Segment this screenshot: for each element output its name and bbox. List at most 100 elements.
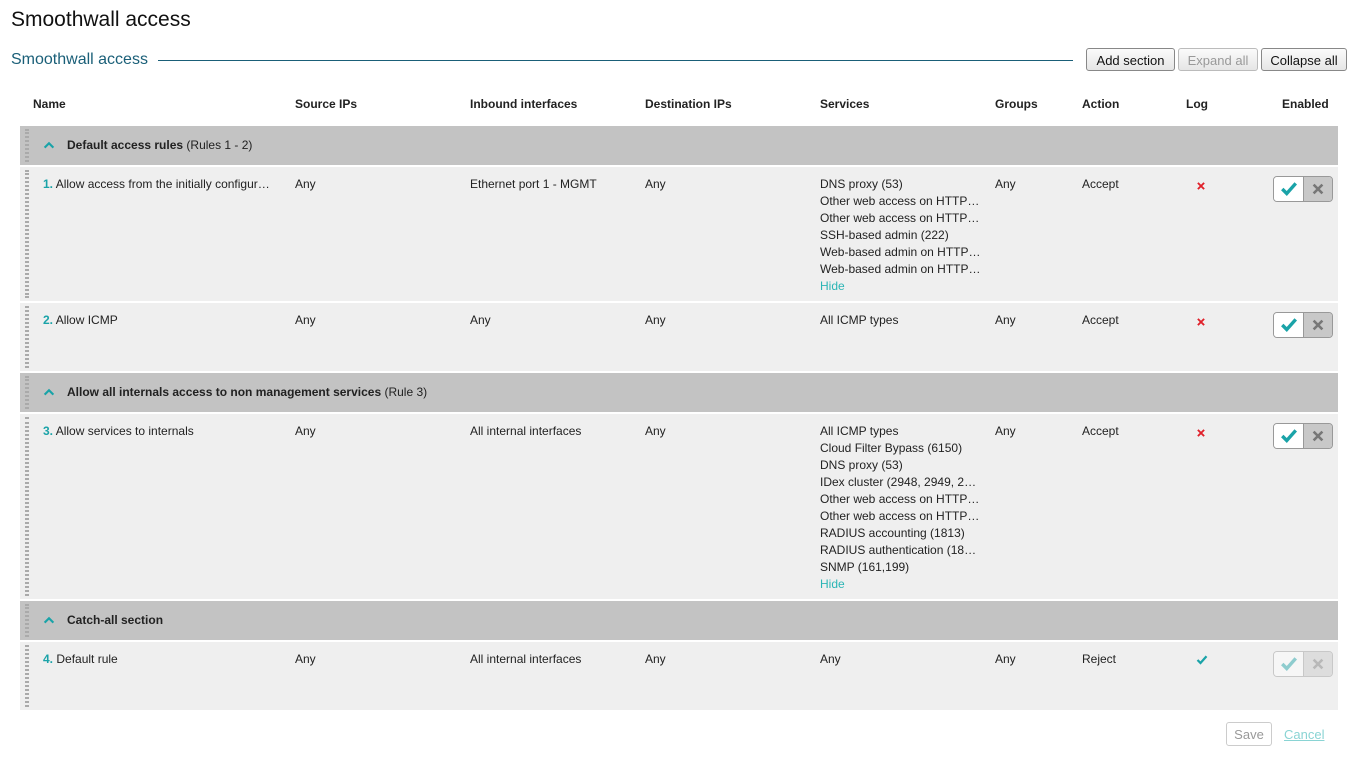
drag-handle <box>25 170 29 298</box>
service: DNS proxy (53) <box>820 177 903 191</box>
toggle-on <box>1274 424 1304 448</box>
chevron-up[interactable] <box>42 613 56 627</box>
source-ips: Any <box>295 313 316 327</box>
service: Web-based admin on HTTP… <box>820 245 981 259</box>
source-ips: Any <box>295 652 316 666</box>
x-icon <box>1312 658 1324 670</box>
collapse-toggle[interactable] <box>42 613 56 632</box>
rule-title[interactable]: Default rule <box>56 652 118 666</box>
expand-all-button[interactable]: Expand all <box>1178 48 1258 71</box>
rule-title[interactable]: Allow services to internals <box>55 424 194 438</box>
log-indicator <box>1196 179 1206 196</box>
destination-ips: Any <box>645 177 666 191</box>
hide-link[interactable]: Hide <box>820 577 845 591</box>
services: DNS proxy (53) Other web access on HTTP… O… <box>820 176 1338 295</box>
x-icon <box>1312 430 1324 442</box>
groups: Any <box>995 652 1016 666</box>
inbound-interfaces: All internal interfaces <box>470 652 582 666</box>
toggle-on <box>1274 177 1304 201</box>
check-icon <box>1280 657 1297 671</box>
collapse-all-button[interactable]: Collapse all <box>1261 48 1347 71</box>
add-section-button[interactable]: Add section <box>1086 48 1175 71</box>
rule-title[interactable]: Allow access from the initially configur… <box>55 177 270 191</box>
save-button[interactable]: Save <box>1226 722 1272 746</box>
page-title: Smoothwall access <box>11 8 191 31</box>
drag-handle <box>25 306 29 368</box>
section-row: Allow all internals access to non manage… <box>20 373 1338 412</box>
rule-name: 4. Default rule <box>43 651 118 668</box>
log-off <box>1197 429 1205 437</box>
destination-ips: Any <box>645 424 666 438</box>
section-range: (Rule 3) <box>384 385 428 399</box>
section-row: Catch-all section <box>20 601 1338 640</box>
service: DNS proxy (53) <box>820 458 903 472</box>
service: Other web access on HTTP… <box>820 211 980 225</box>
rule-row: 4. Default rule Any All internal interface… <box>20 642 1338 710</box>
service: Web-based admin on HTTP… <box>820 262 981 276</box>
collapse-toggle[interactable] <box>42 138 56 157</box>
drag-handle <box>25 645 29 707</box>
service: Other web access on HTTP… <box>820 492 980 506</box>
enabled-toggle[interactable] <box>1273 176 1333 202</box>
check-icon <box>1280 429 1297 443</box>
drag-handle <box>25 604 29 637</box>
inbound-interfaces: All internal interfaces <box>470 424 582 438</box>
action: Reject <box>1082 652 1117 666</box>
rule-number: 1. <box>43 177 54 191</box>
section-row: Default access rules (Rules 1 - 2) <box>20 126 1338 165</box>
log-indicator <box>1196 426 1206 443</box>
rule-row: 2. Allow ICMP Any Any Any Any Accept All ICMP … <box>20 303 1338 371</box>
section-heading: Allow all internals access to non manage… <box>67 384 427 401</box>
chevron-up[interactable] <box>42 138 56 152</box>
chevron-up[interactable] <box>42 385 56 399</box>
hide-link[interactable]: Hide <box>820 279 845 293</box>
section-title: Smoothwall access <box>11 51 148 68</box>
enabled-toggle[interactable] <box>1273 423 1333 449</box>
rule-title[interactable]: Allow ICMP <box>55 313 118 327</box>
collapse-toggle[interactable] <box>42 385 56 404</box>
rule-row: 1. Allow access from the initially confi… <box>20 167 1338 301</box>
rule-name: 3. Allow services to internals <box>43 423 194 440</box>
toggle-off <box>1304 313 1332 337</box>
log-indicator <box>1196 654 1208 671</box>
service: All ICMP types <box>820 424 899 438</box>
inbound-interfaces: Any <box>470 313 491 327</box>
groups: Any <box>995 313 1016 327</box>
service: SNMP (161,199) <box>820 560 910 574</box>
inbound-interfaces: Ethernet port 1 - MGMT <box>470 177 597 191</box>
section-name: Catch-all section <box>67 613 164 627</box>
groups: Any <box>995 177 1016 191</box>
column-header: Groups <box>995 97 1038 111</box>
toggle-off <box>1304 177 1332 201</box>
action: Accept <box>1082 177 1119 191</box>
cancel-link[interactable]: Cancel <box>1284 727 1325 742</box>
rule-number: 2. <box>43 313 54 327</box>
action: Accept <box>1082 313 1119 327</box>
service: Cloud Filter Bypass (6150) <box>820 441 963 455</box>
column-header: Enabled <box>1282 97 1329 111</box>
toggle-off <box>1304 652 1332 676</box>
section-heading: Default access rules (Rules 1 - 2) <box>67 137 252 154</box>
toggle-on <box>1274 652 1304 676</box>
column-header: Inbound interfaces <box>470 97 578 111</box>
drag-handle <box>25 129 29 162</box>
title-rule <box>158 60 1073 61</box>
services: Any <box>820 651 1338 668</box>
check-icon <box>1280 182 1297 196</box>
toggle-on <box>1274 313 1304 337</box>
log-on <box>1196 655 1208 665</box>
rule-number: 3. <box>43 424 54 438</box>
column-header: Services <box>820 97 870 111</box>
service: SSH-based admin (222) <box>820 228 949 242</box>
action: Accept <box>1082 424 1119 438</box>
log-off <box>1197 182 1205 190</box>
destination-ips: Any <box>645 313 666 327</box>
rule-name: 2. Allow ICMP <box>43 312 118 329</box>
rule-name: 1. Allow access from the initially confi… <box>43 176 270 193</box>
enabled-toggle[interactable] <box>1273 312 1333 338</box>
services: All ICMP types <box>820 312 1338 329</box>
drag-handle <box>25 417 29 596</box>
service: Other web access on HTTP… <box>820 509 980 523</box>
